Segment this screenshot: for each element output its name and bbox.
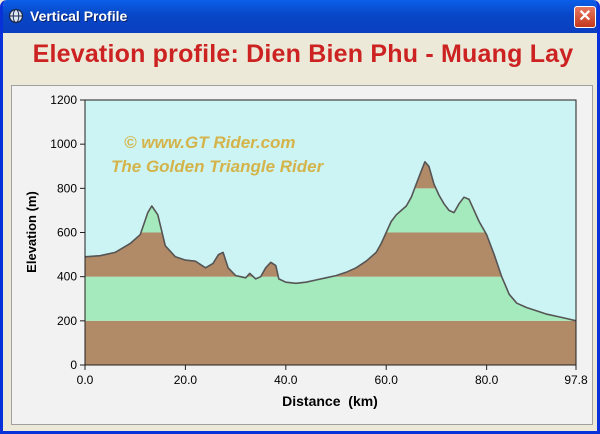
close-button[interactable]: ✕ [574,6,596,28]
elevation-band-1 [85,276,576,321]
plot-frame [84,99,577,366]
y-tick-labels: 0 200 400 600 800 1000 1200 [50,93,77,372]
y-tick-label: 600 [57,226,77,240]
watermark-line-1: © www.GT Rider.com [124,133,296,152]
chart-panel: © www.GT Rider.com The Golden Triangle R… [11,85,593,425]
y-tick-label: 1000 [50,137,77,151]
x-tick-label: 60.0 [375,373,399,387]
y-tick-label: 0 [70,358,77,372]
x-tick-label: 40.0 [274,373,298,387]
x-tick-label: 80.0 [475,373,499,387]
watermark-line-2: The Golden Triangle Rider [111,157,325,176]
y-tick-label: 400 [57,270,77,284]
title-bar[interactable]: Vertical Profile ✕ [3,0,597,33]
elevation-profile-line [84,161,577,322]
y-tick-label: 200 [57,314,77,328]
elevation-band-0 [85,320,576,365]
sky-area [84,100,577,322]
x-tick-label: 0.0 [77,373,94,387]
y-tick-label: 1200 [50,93,77,107]
chart-heading: Elevation profile: Dien Bien Phu - Muang… [32,40,574,68]
y-axis-label: Elevation (m) [24,191,39,273]
x-tick-label: 20.0 [174,373,198,387]
tick-marks [80,99,577,370]
x-axis-label: Distance (km) [282,393,378,409]
x-tick-labels: 0.0 20.0 40.0 60.0 80.0 97.8 [77,373,588,387]
window-title: Vertical Profile [30,8,128,24]
y-tick-label: 800 [57,181,77,195]
globe-icon [8,8,24,24]
elevation-chart: © www.GT Rider.com The Golden Triangle R… [24,93,588,409]
x-tick-label: 97.8 [564,373,588,387]
